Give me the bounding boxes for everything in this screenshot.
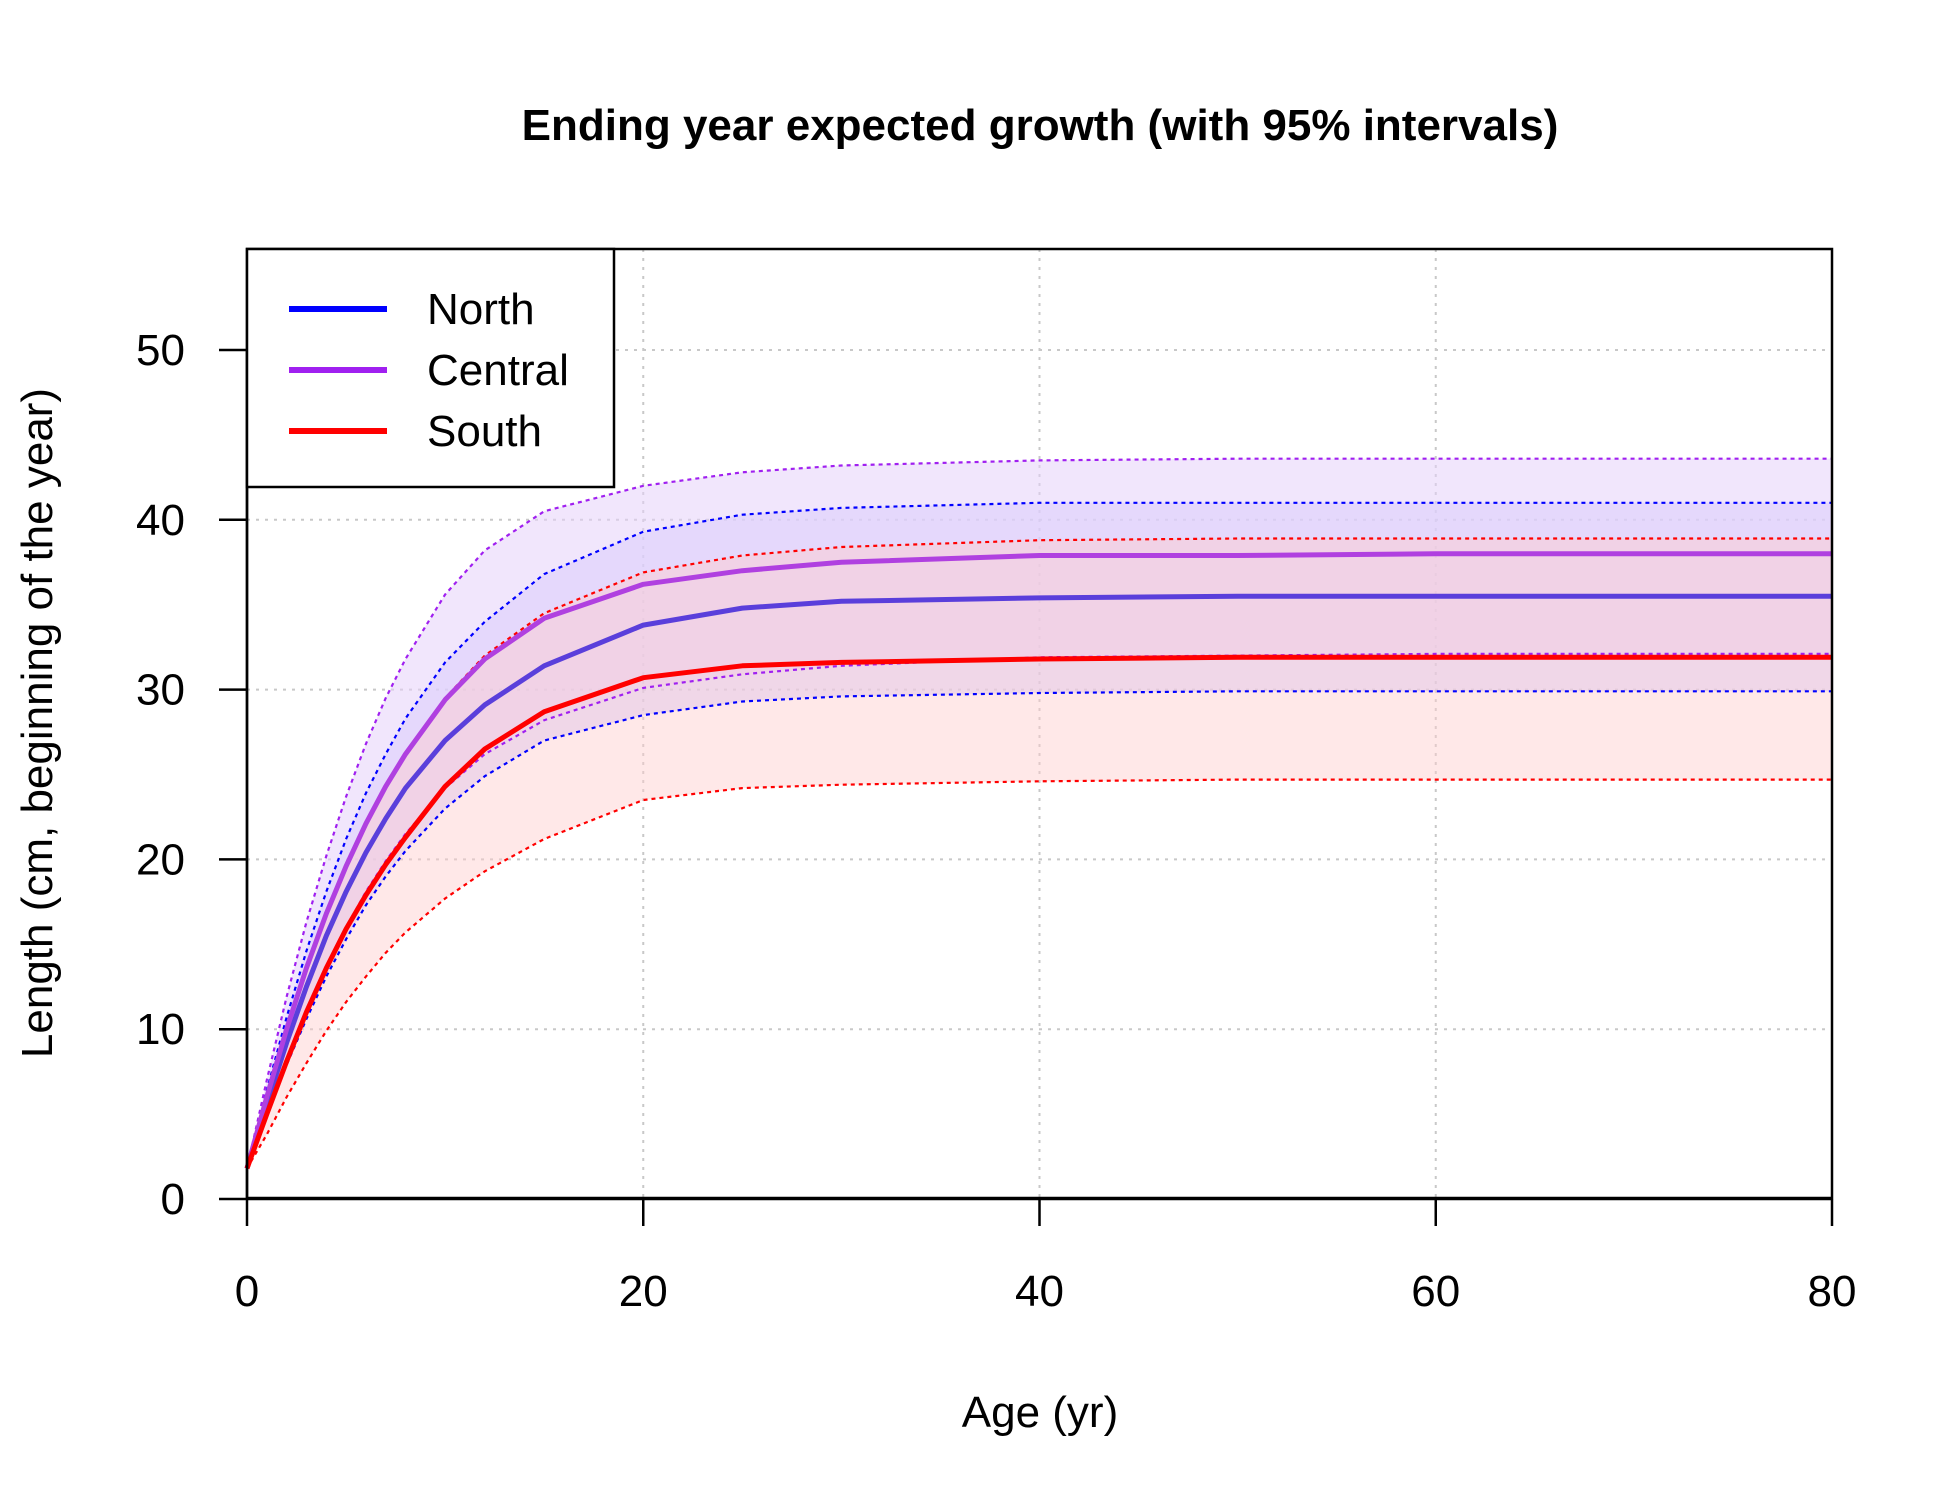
y-tick-label-4: 40 (136, 496, 185, 545)
y-axis-label: Length (cm, beginning of the year) (13, 388, 62, 1058)
lower-bound-south (246, 778, 1832, 1169)
lower-bound-north (245, 690, 1832, 1169)
y-tick-label-5: 50 (136, 326, 185, 375)
x-tick-label-0: 0 (235, 1267, 259, 1316)
chart-title: Ending year expected growth (with 95% in… (522, 101, 1559, 150)
x-tick-label-1: 20 (619, 1267, 668, 1316)
y-tick-label-3: 30 (136, 666, 185, 715)
y-tick-label-0: 0 (161, 1175, 185, 1224)
x-axis: 0 20 40 60 80 (235, 1197, 1857, 1316)
series-lines (244, 551, 1832, 1170)
band-south (247, 538, 1832, 1169)
x-tick-label-3: 60 (1411, 1267, 1460, 1316)
legend-label-south: South (427, 407, 542, 456)
legend-label-north: North (427, 285, 535, 334)
y-tick-label-1: 10 (136, 1005, 185, 1054)
legend-label-central: Central (427, 346, 569, 395)
line-north (244, 593, 1832, 1170)
legend: North Central South (245, 247, 616, 489)
x-tick-label-2: 40 (1015, 1267, 1064, 1316)
upper-bound-central (245, 457, 1832, 1169)
line-south (244, 654, 1832, 1170)
line-central (244, 551, 1832, 1170)
y-axis: 0 10 20 30 40 50 (136, 326, 249, 1224)
upper-bound-north (245, 501, 1832, 1169)
x-tick-label-4: 80 (1808, 1267, 1857, 1316)
interval-bands (247, 458, 1832, 1169)
y-tick-label-2: 20 (136, 835, 185, 884)
x-axis-label: Age (yr) (962, 1388, 1118, 1437)
band-central (247, 458, 1832, 1169)
